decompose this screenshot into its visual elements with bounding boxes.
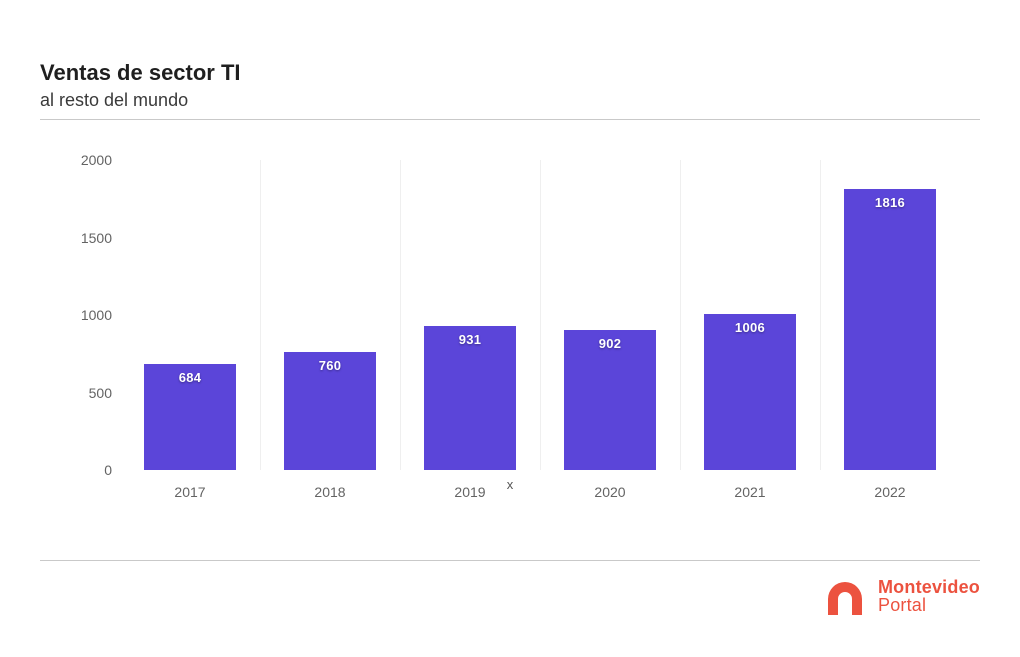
x-axis-title: x: [507, 477, 514, 492]
bar-value-label: 684: [144, 370, 236, 385]
y-tick-label: 2000: [52, 152, 112, 168]
brand-logo: Montevideo Portal: [40, 575, 980, 617]
y-tick-label: 0: [52, 462, 112, 478]
y-tick-label: 1000: [52, 307, 112, 323]
page-root: Ventas de sector TI al resto del mundo 6…: [0, 0, 1020, 657]
chart-subtitle: al resto del mundo: [40, 90, 980, 111]
footer-rule: [40, 560, 980, 561]
bar: 684: [144, 364, 236, 470]
x-tick-label: 2020: [594, 484, 625, 500]
y-tick-label: 500: [52, 385, 112, 401]
brand-text-line2: Portal: [878, 596, 980, 614]
bar: 760: [284, 352, 376, 470]
x-tick-label: 2017: [174, 484, 205, 500]
bar-value-label: 760: [284, 358, 376, 373]
chart-title: Ventas de sector TI: [40, 60, 980, 86]
x-tick-label: 2018: [314, 484, 345, 500]
grid-vline: [260, 160, 261, 470]
plot-area: 684 760 931 902 1006 1816: [120, 160, 960, 470]
bar-value-label: 902: [564, 336, 656, 351]
brand-text-line1: Montevideo: [878, 578, 980, 596]
bar: 902: [564, 330, 656, 470]
bar: 1006: [704, 314, 796, 470]
grid-vline: [680, 160, 681, 470]
bar-chart: 684 760 931 902 1006 1816 x 0 500 1000 1500 2000 2…: [40, 150, 980, 530]
header-rule: [40, 119, 980, 120]
bar: 1816: [844, 189, 936, 470]
footer: Montevideo Portal: [40, 560, 980, 617]
x-tick-label: 2022: [874, 484, 905, 500]
grid-vline: [820, 160, 821, 470]
bar: 931: [424, 326, 516, 470]
montevideo-arch-icon: [824, 575, 866, 617]
x-tick-label: 2019: [454, 484, 485, 500]
bar-value-label: 1006: [704, 320, 796, 335]
bar-value-label: 1816: [844, 195, 936, 210]
grid-vline: [400, 160, 401, 470]
y-tick-label: 1500: [52, 230, 112, 246]
bar-value-label: 931: [424, 332, 516, 347]
grid-vline: [540, 160, 541, 470]
brand-text: Montevideo Portal: [878, 578, 980, 614]
x-tick-label: 2021: [734, 484, 765, 500]
